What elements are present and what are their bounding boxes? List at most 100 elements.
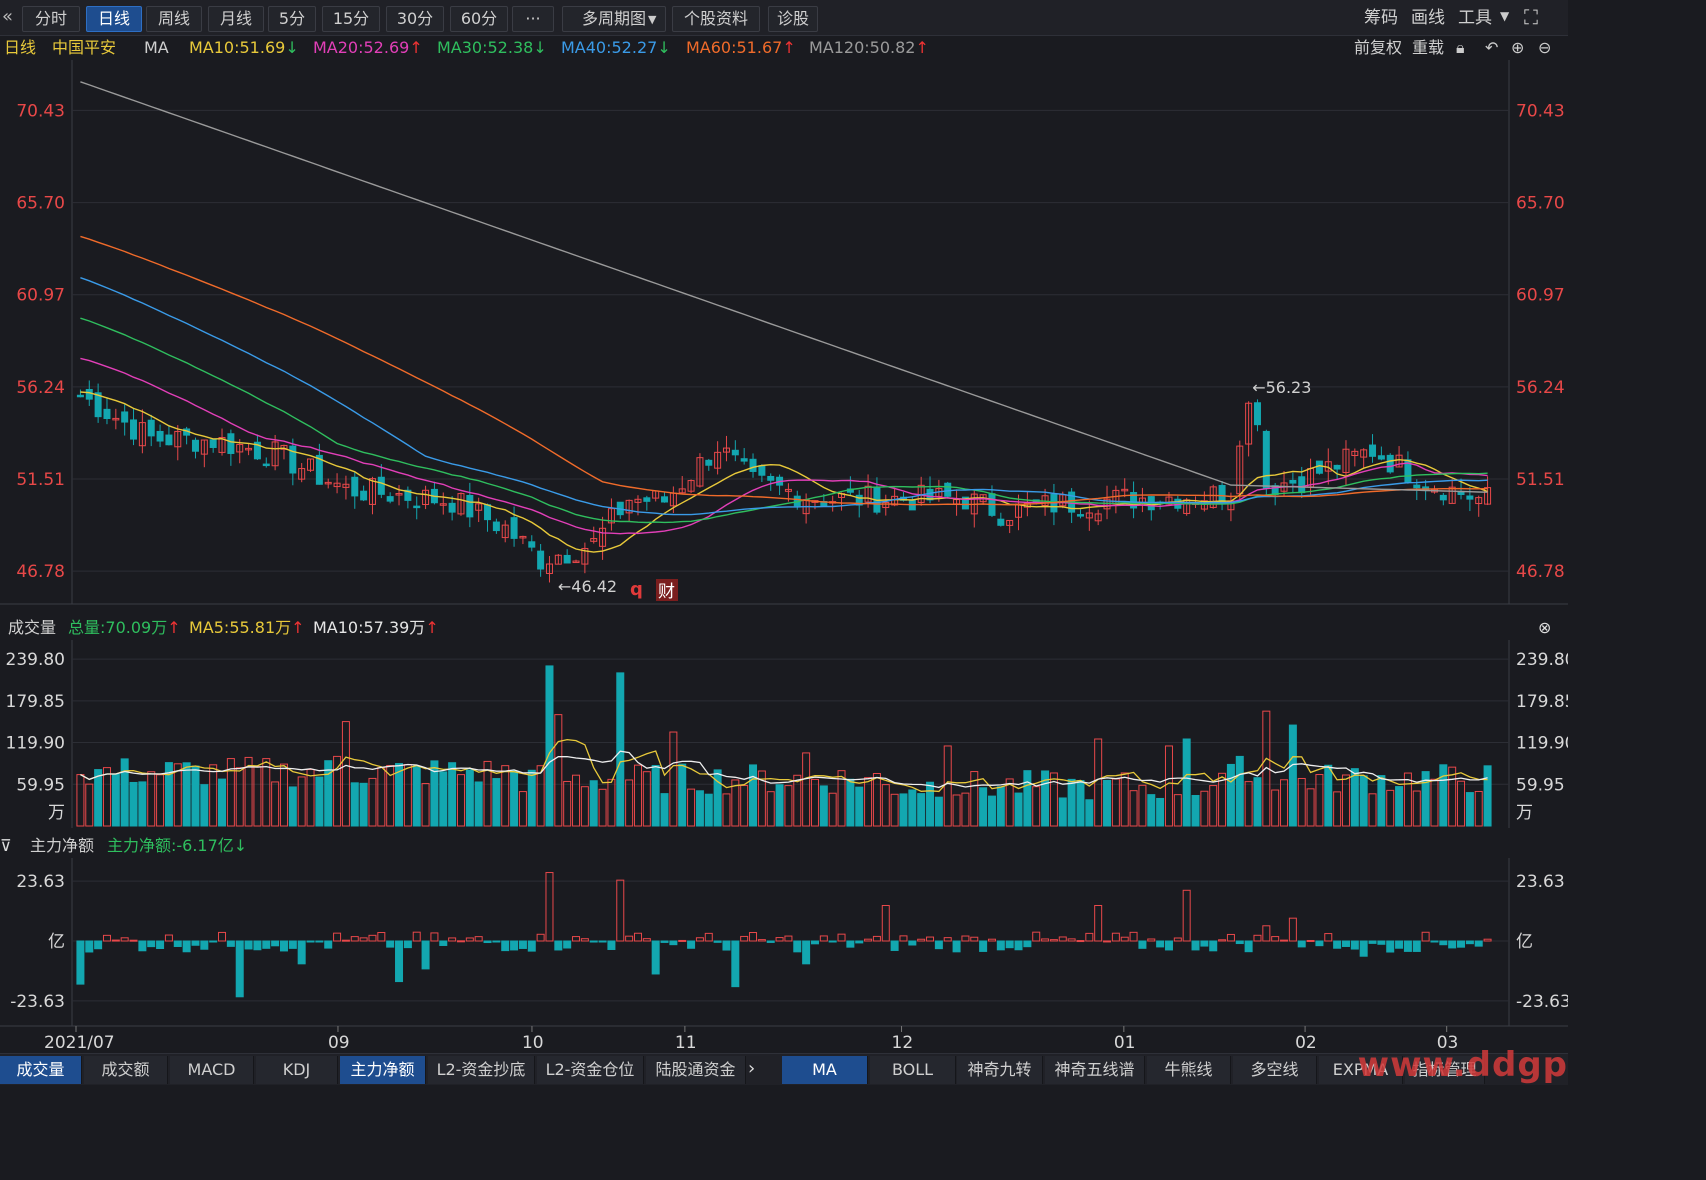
- period-tab-0[interactable]: 分时: [22, 6, 80, 32]
- net-flow-bar: [828, 940, 837, 943]
- overlay-tab-6[interactable]: EXPMA: [1319, 1056, 1403, 1084]
- volume-ma10: MA10:57.39万↑: [313, 618, 439, 637]
- period-tab-6[interactable]: 30分: [386, 6, 444, 32]
- tools-dropdown-icon[interactable]: ▼: [1500, 9, 1510, 23]
- indicator-tab-0[interactable]: 成交量: [0, 1056, 82, 1084]
- volume-bar: [156, 774, 165, 827]
- collapse-panel-icon[interactable]: ⊽: [0, 836, 12, 855]
- overlay-tab-7[interactable]: 指标管理: [1405, 1056, 1485, 1084]
- fullscreen-icon[interactable]: ⛶: [1524, 5, 1538, 29]
- period-tab-10[interactable]: 个股资料: [672, 6, 760, 32]
- overlay-tab-2[interactable]: 神奇九转: [957, 1056, 1043, 1084]
- flow-ytick-left: 23.63: [16, 872, 65, 892]
- price-chart[interactable]: 70.43 70.43 65.70 65.70 60.97 60.97 56.24 56.24…: [0, 60, 1568, 616]
- period-tab-2[interactable]: 周线: [146, 6, 202, 32]
- volume-bar: [864, 777, 873, 827]
- indicator-name[interactable]: MA: [144, 38, 169, 57]
- net-flow-bar: [200, 940, 209, 950]
- net-flow-bar: [253, 940, 262, 951]
- draw-line-button[interactable]: 画线: [1411, 8, 1445, 28]
- indicator-tab-3[interactable]: KDJ: [256, 1056, 338, 1084]
- indicator-tab-4[interactable]: 主力净额: [340, 1056, 426, 1084]
- ma-legend-0[interactable]: MA10:51.69↓: [189, 38, 299, 57]
- volume-bar: [633, 764, 642, 827]
- volume-bar: [138, 781, 147, 827]
- net-flow-bar: [191, 940, 200, 946]
- volume-bar: [1430, 778, 1439, 827]
- price-ytick-left: 46.78: [16, 562, 65, 582]
- net-flow-chart[interactable]: 23.63 23.63 -23.63 -23.63 亿 亿 2021/07 09 10 11 12 0…: [0, 858, 1568, 1054]
- vol-ytick-right: 179.85: [1516, 692, 1568, 712]
- price-ytick-left: 70.43: [16, 101, 65, 121]
- undo-icon[interactable]: ↶: [1485, 38, 1499, 57]
- net-flow-bar: [94, 940, 103, 950]
- ma-legend-1[interactable]: MA20:52.69↑: [313, 38, 423, 57]
- overlay-tab-1[interactable]: BOLL: [870, 1056, 956, 1084]
- net-flow-bar: [421, 940, 430, 970]
- candle-body: [784, 488, 792, 492]
- indicator-tab-6[interactable]: L2-资金仓位: [537, 1056, 644, 1084]
- candle-body: [1121, 488, 1129, 492]
- zoom-in-icon[interactable]: ⊕: [1511, 38, 1525, 57]
- volume-bar: [147, 771, 156, 827]
- candle-body: [1103, 498, 1111, 510]
- indicator-tab-2[interactable]: MACD: [170, 1056, 254, 1084]
- overlay-tab-0[interactable]: MA: [782, 1056, 868, 1084]
- ma-legend-3[interactable]: MA40:52.27↓: [561, 38, 671, 57]
- chevron-right-icon[interactable]: ›: [748, 1058, 756, 1079]
- period-tab-3[interactable]: 月线: [208, 6, 264, 32]
- volume-bar: [1041, 770, 1050, 827]
- net-flow-bar: [660, 940, 669, 943]
- tools-button[interactable]: 工具: [1458, 8, 1492, 28]
- indicator-tab-5[interactable]: L2-资金抄底: [428, 1056, 535, 1084]
- period-tab-1[interactable]: 日线: [86, 6, 142, 32]
- net-flow-bar: [572, 936, 581, 942]
- ma-legend-2[interactable]: MA30:52.38↓: [437, 38, 547, 57]
- close-panel-icon[interactable]: ⊗: [1538, 618, 1552, 637]
- vol-ytick-left: 239.80: [6, 650, 65, 670]
- ma-legend-4[interactable]: MA60:51.67↑: [686, 38, 796, 57]
- overlay-tab-3[interactable]: 神奇五线谱: [1045, 1056, 1145, 1084]
- period-tab-7[interactable]: 60分: [450, 6, 508, 32]
- indicator-tab-1[interactable]: 成交额: [84, 1056, 168, 1084]
- volume-bar: [430, 760, 439, 827]
- candle-body: [634, 498, 642, 503]
- overlay-tab-5[interactable]: 多空线: [1233, 1056, 1317, 1084]
- chips-button[interactable]: 筹码: [1364, 8, 1398, 28]
- period-tab-8[interactable]: ···: [512, 6, 554, 32]
- adjust-button[interactable]: 前复权: [1354, 38, 1403, 57]
- volume-chart[interactable]: 239.80 239.80 179.85 179.85 119.90 119.90 59.9…: [0, 640, 1568, 830]
- lock-icon[interactable]: 🔒︎: [1456, 38, 1465, 57]
- price-ytick-left: 56.24: [16, 378, 65, 398]
- price-ytick-right: 70.43: [1516, 101, 1565, 121]
- volume-bar: [1076, 780, 1085, 827]
- volume-bar: [1173, 794, 1182, 827]
- candle-body: [643, 497, 651, 502]
- vol-ytick-right: 119.90: [1516, 734, 1568, 754]
- candle-body: [147, 419, 155, 437]
- reload-button[interactable]: 重载: [1412, 38, 1445, 57]
- volume-bar: [386, 765, 395, 827]
- period-tab-9[interactable]: 多周期图: [562, 6, 666, 32]
- candle-body: [280, 444, 288, 450]
- overlay-tab-4[interactable]: 牛熊线: [1147, 1056, 1231, 1084]
- net-flow-bar: [297, 940, 306, 965]
- stock-name[interactable]: 中国平安: [52, 38, 117, 57]
- indicator-tab-7[interactable]: 陆股通资金: [646, 1056, 746, 1084]
- volume-bar: [465, 769, 474, 827]
- collapse-icon[interactable]: «: [2, 6, 14, 27]
- volume-bar: [1333, 791, 1342, 827]
- x-axis-label: 2021/07: [44, 1033, 115, 1053]
- net-flow-bar: [598, 940, 607, 943]
- ma-legend-5[interactable]: MA120:50.82↑: [809, 38, 929, 57]
- price-ytick-right: 60.97: [1516, 286, 1565, 306]
- vol-unit-right: 万: [1516, 803, 1533, 823]
- net-flow-bar: [899, 935, 908, 942]
- zoom-out-icon[interactable]: ⊖: [1538, 38, 1552, 57]
- volume-bar: [855, 786, 864, 827]
- net-flow-bar: [412, 931, 421, 942]
- period-tab-4[interactable]: 5分: [268, 6, 316, 32]
- period-tab-5[interactable]: 15分: [322, 6, 380, 32]
- period-tab-11[interactable]: 诊股: [768, 6, 818, 32]
- vol-unit-left: 万: [48, 803, 65, 823]
